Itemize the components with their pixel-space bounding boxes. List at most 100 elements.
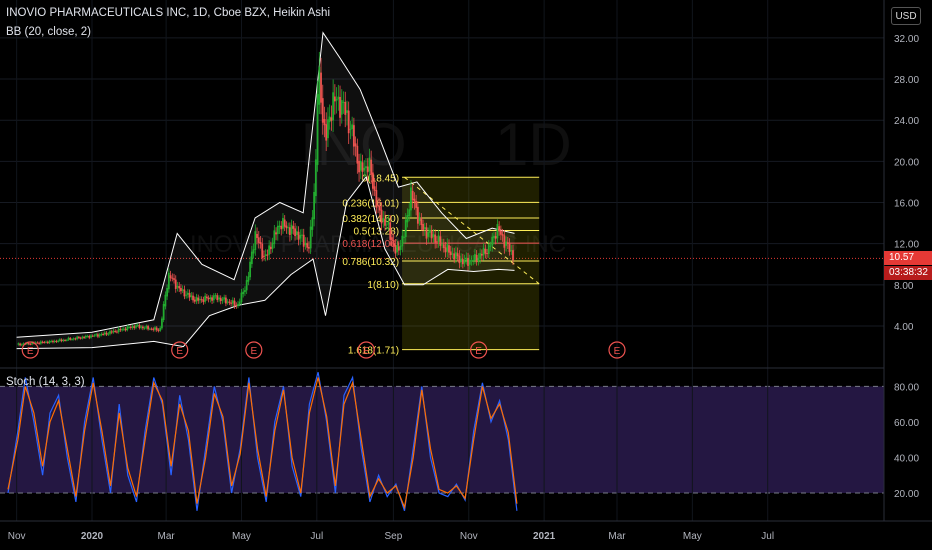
candle-body (297, 231, 300, 240)
time-tick-label: 2021 (533, 531, 556, 542)
bb-indicator-label[interactable]: BB (20, close, 2) (6, 26, 92, 38)
candle-body (295, 231, 298, 235)
candle-body (242, 291, 245, 295)
fib-level-label: 0(18.45) (362, 173, 399, 184)
candle-body (67, 337, 70, 340)
candle-body (373, 186, 376, 191)
candle-body (335, 99, 338, 101)
candle-body (140, 326, 143, 328)
time-tick-label: Jul (761, 531, 774, 542)
candle-body (157, 329, 160, 331)
candle-body (422, 223, 424, 230)
candle-body (122, 328, 125, 330)
bb-fill (16, 32, 515, 349)
candle-body (349, 128, 352, 130)
candle-body (474, 254, 476, 260)
earnings-marker[interactable]: E (470, 341, 488, 359)
candle-body (313, 191, 316, 220)
candle-body (29, 343, 32, 345)
candle-body (384, 218, 386, 226)
candle-body (19, 343, 22, 346)
candle-body (482, 247, 485, 256)
earnings-circle (357, 341, 375, 359)
earnings-label: E (27, 346, 34, 357)
time-tick-label: May (232, 531, 251, 542)
candle-body (278, 225, 281, 228)
fib-level-label: 1(8.10) (367, 280, 399, 291)
currency-button[interactable]: USD (891, 7, 921, 25)
candle-body (250, 251, 253, 265)
candle-body (420, 217, 423, 226)
candle-body (425, 227, 428, 239)
candle-body (463, 260, 466, 264)
candle-body (155, 327, 158, 331)
candle-body (150, 328, 153, 330)
stoch-tick-label: 40.00 (894, 453, 919, 464)
candle-body (498, 226, 501, 232)
candle-body (352, 125, 355, 147)
candle-body (38, 342, 41, 344)
earnings-label: E (614, 346, 621, 357)
candle-body (411, 190, 414, 201)
earnings-marker[interactable]: E (21, 341, 39, 359)
time-tick-label: Nov (8, 531, 26, 542)
stoch-indicator-label[interactable]: Stoch (14, 3, 3) (6, 376, 85, 388)
earnings-marker[interactable]: E (245, 341, 263, 359)
stoch-band-fill (0, 386, 884, 493)
candle-body (148, 328, 151, 330)
candle-body (276, 225, 279, 235)
symbol-title[interactable]: INOVIO PHARMACEUTICALS INC, 1D, Cboe BZX… (6, 7, 331, 19)
price-tick-label: 8.00 (894, 281, 914, 292)
candle-body (358, 160, 360, 173)
candle-body (455, 252, 457, 259)
candle-body (351, 124, 354, 129)
candle-body (214, 295, 217, 297)
candle-body (171, 277, 174, 279)
candle-body (221, 299, 224, 301)
candle-body (330, 117, 333, 121)
candle-body (499, 230, 502, 235)
candle-body (461, 259, 464, 265)
bb-lower-line (16, 175, 515, 350)
candle-body (439, 236, 442, 246)
candle-body (385, 224, 388, 226)
candle-body (48, 341, 51, 343)
earnings-marker[interactable]: E (357, 341, 375, 359)
candle-body (188, 293, 191, 298)
stoch-k-line (7, 372, 518, 511)
fib-level-label: 0.786(10.32) (342, 257, 399, 268)
candle-body (301, 234, 303, 236)
candle-body (22, 343, 25, 345)
candle-body (302, 234, 305, 247)
earnings-marker[interactable]: E (171, 341, 189, 359)
candle-body (141, 326, 144, 329)
candle-body (245, 280, 248, 291)
earnings-circle (21, 341, 39, 359)
candle-body (290, 224, 293, 234)
candle-body (311, 217, 314, 230)
candle-body (72, 338, 75, 340)
candle-body (52, 341, 54, 343)
candle-body (135, 325, 137, 328)
candle-body (107, 333, 110, 335)
candle-body (249, 261, 252, 278)
candle-body (268, 245, 271, 255)
candle-body (264, 254, 267, 257)
candle-body (60, 339, 63, 342)
candle-body (394, 245, 397, 254)
candle-body (129, 326, 132, 328)
candle-body (363, 167, 366, 171)
candle-body (453, 253, 456, 260)
candle-body (493, 235, 495, 239)
time-tick-label: Sep (385, 531, 403, 542)
candle-body (114, 330, 117, 332)
candle-body (247, 276, 250, 282)
candle-body (354, 143, 357, 147)
candle-body (435, 241, 438, 243)
candle-body (138, 324, 141, 329)
earnings-marker[interactable]: E (608, 341, 626, 359)
watermark-interval: 1D (495, 111, 572, 178)
bar-countdown-tag: 03:38:32 (884, 266, 932, 280)
candles-layer (17, 51, 514, 347)
